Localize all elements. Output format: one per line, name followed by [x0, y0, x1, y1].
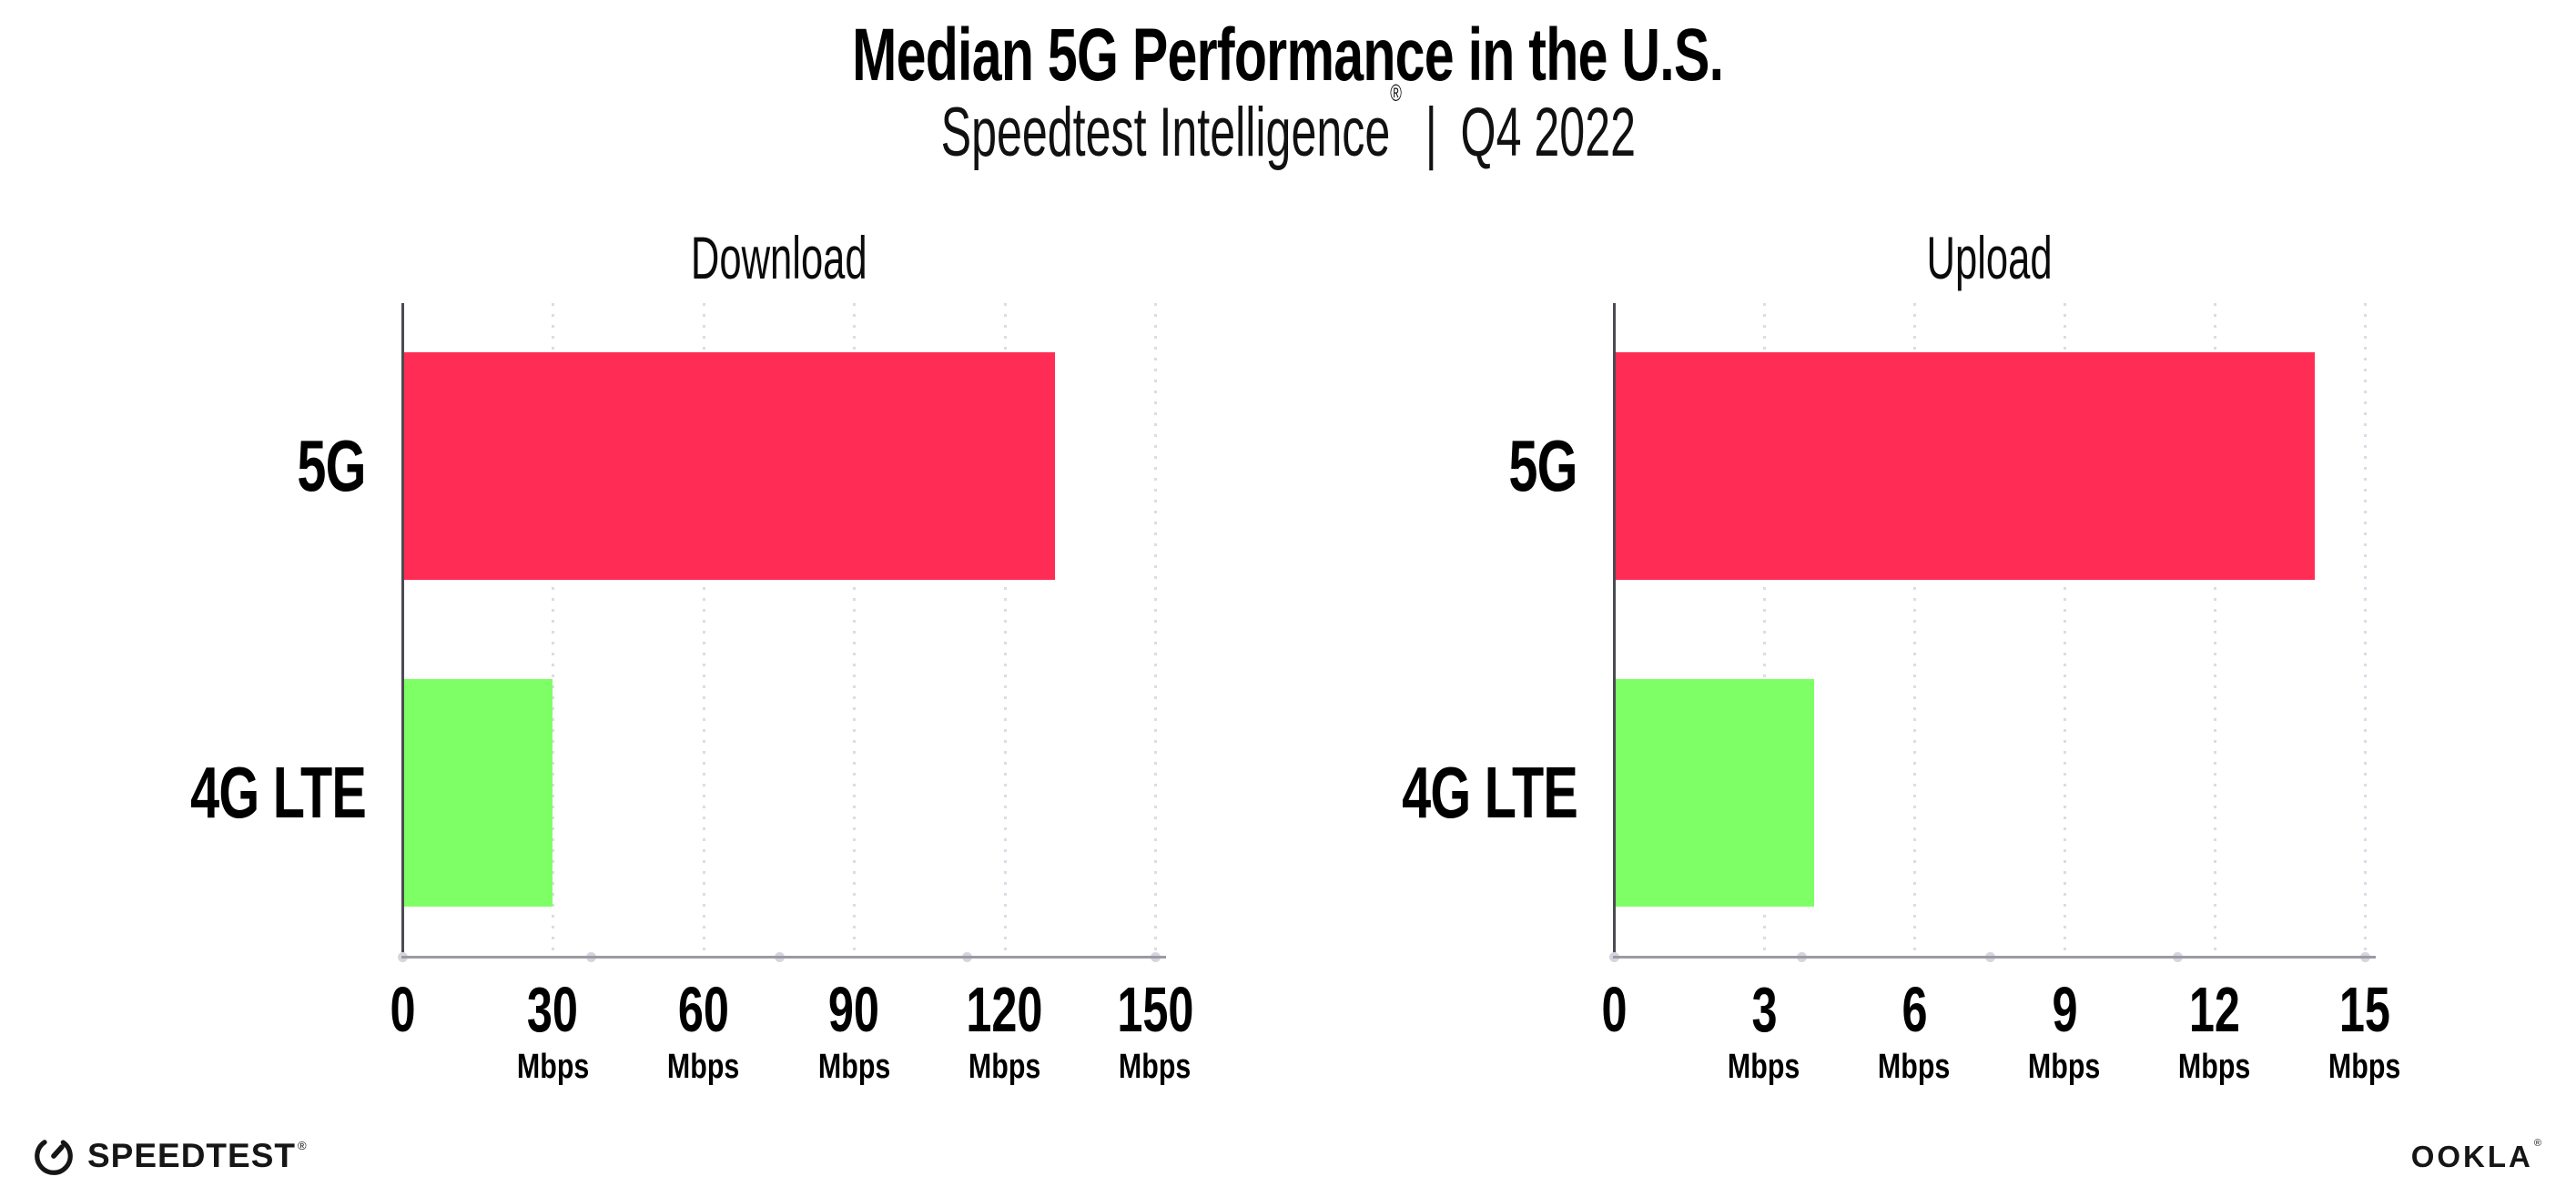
tick-value: 150	[1116, 974, 1194, 1045]
subtitle-period: Q4 2022	[1460, 94, 1636, 171]
page-title: Median 5G Performance in the U.S.	[0, 13, 2576, 98]
tick-12-upload: 12 Mbps	[2105, 976, 2324, 1087]
ookla-registered-icon: ®	[2533, 1138, 2541, 1149]
tick-value: 30	[527, 974, 579, 1045]
gridline-12	[2214, 303, 2216, 956]
speedtest-wordmark: SPEEDTEST	[87, 1137, 296, 1174]
speedtest-logo: SPEEDTEST ®	[31, 1132, 307, 1180]
bar-5g-upload	[1616, 352, 2315, 581]
tick-value: 90	[828, 974, 880, 1045]
tick-unit: Mbps	[1728, 1048, 1800, 1086]
row-label-4g-lte-download: 4G LTE	[189, 751, 367, 833]
subtitle-separator: |	[1425, 94, 1437, 171]
tick-value: 15	[2338, 974, 2391, 1045]
tick-value: 12	[2188, 974, 2241, 1045]
row-label-5g-upload: 5G	[1508, 425, 1578, 507]
tick-150-download: 150 Mbps	[1046, 976, 1264, 1087]
gridline-3	[1763, 303, 1766, 956]
tick-unit: Mbps	[667, 1048, 740, 1086]
subtitle-brand: Speedtest Intelligence	[940, 94, 1390, 171]
gridline-60	[702, 303, 705, 956]
tick-unit: Mbps	[516, 1048, 590, 1086]
tick-value: 3	[1750, 974, 1778, 1045]
tick-90-download: 90 Mbps	[745, 976, 963, 1087]
ookla-logo: OOKLA ®	[2410, 1138, 2541, 1176]
bar-4g-lte-upload	[1616, 678, 1814, 907]
tick-3-upload: 3 Mbps	[1655, 976, 1873, 1087]
gridline-30	[552, 303, 555, 956]
gridline-9	[2064, 303, 2066, 956]
gridline-15	[2364, 303, 2367, 956]
tick-9-upload: 9 Mbps	[1955, 976, 2174, 1087]
row-label-4g-lte-upload: 4G LTE	[1401, 751, 1578, 833]
tick-unit: Mbps	[1878, 1048, 1951, 1086]
tick-unit: Mbps	[817, 1048, 890, 1086]
tick-unit: Mbps	[2328, 1048, 2401, 1086]
tick-60-download: 60 Mbps	[594, 976, 813, 1087]
tick-120-download: 120 Mbps	[896, 976, 1114, 1087]
page-title-text: Median 5G Performance in the U.S.	[852, 14, 1724, 96]
bar-4g-lte-download	[404, 678, 553, 907]
tick-0-upload: 0	[1505, 976, 1723, 1043]
tick-0-download: 0	[293, 976, 512, 1043]
y-axis-download	[401, 303, 404, 959]
tick-6-upload: 6 Mbps	[1805, 976, 2023, 1087]
tick-value: 60	[677, 974, 729, 1045]
tick-unit: Mbps	[2028, 1048, 2101, 1086]
tick-unit: Mbps	[2178, 1048, 2251, 1086]
page-subtitle: Speedtest Intelligence® | Q4 2022	[0, 79, 2576, 172]
gridline-6	[1913, 303, 1916, 956]
tick-15-upload: 15 Mbps	[2256, 976, 2474, 1087]
speedtest-registered-icon: ®	[298, 1138, 307, 1152]
tick-value: 9	[2051, 974, 2078, 1045]
tick-value: 6	[1901, 974, 1928, 1045]
tick-value: 0	[389, 974, 416, 1045]
row-label-5g-download: 5G	[297, 425, 367, 507]
tick-unit: Mbps	[968, 1048, 1041, 1086]
gridline-150	[1154, 303, 1157, 956]
bar-5g-download	[404, 352, 1055, 581]
y-axis-upload	[1613, 303, 1616, 959]
tick-30-download: 30 Mbps	[443, 976, 662, 1087]
gridline-120	[1003, 303, 1007, 956]
x-axis-download	[401, 956, 1166, 959]
registered-mark-icon: ®	[1389, 78, 1402, 107]
chart-title-download: Download	[690, 224, 867, 291]
chart-title-upload: Upload	[1926, 224, 2053, 291]
tick-unit: Mbps	[1119, 1048, 1192, 1086]
tick-value: 0	[1600, 974, 1628, 1045]
gridline-90	[853, 303, 857, 956]
speedtest-gauge-icon	[35, 1140, 73, 1175]
x-axis-upload	[1613, 956, 2376, 959]
tick-value: 120	[966, 974, 1043, 1045]
ookla-wordmark: OOKLA	[2410, 1140, 2533, 1173]
